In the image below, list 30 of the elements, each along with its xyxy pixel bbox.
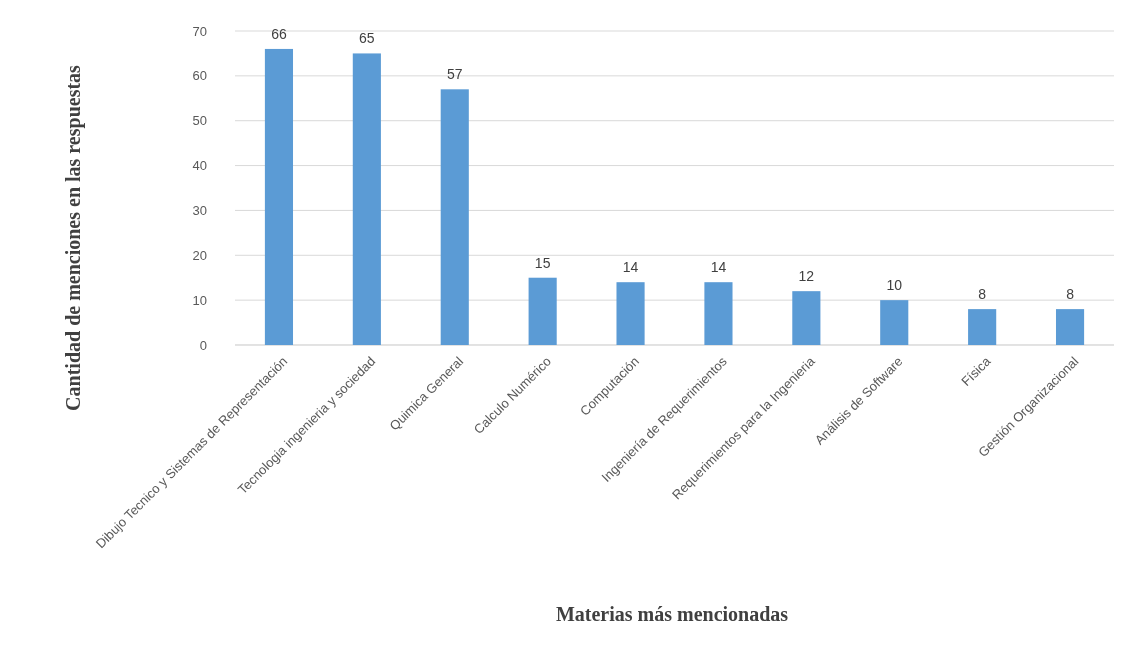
data-label: 12	[798, 268, 815, 285]
bar	[880, 300, 909, 345]
bar	[528, 277, 557, 345]
data-label: 10	[886, 277, 903, 294]
y-tick-label: 10	[192, 292, 207, 308]
bar	[704, 282, 733, 345]
data-label: 8	[1066, 286, 1075, 303]
data-label: 65	[359, 30, 375, 47]
y-tick-label: 40	[192, 158, 207, 174]
data-label: 14	[622, 259, 639, 276]
y-tick-label: 60	[192, 68, 207, 84]
bar	[1055, 309, 1085, 345]
x-axis-title: Materias más mencionadas	[555, 603, 789, 625]
data-label: 14	[710, 259, 727, 276]
data-label: 8	[978, 286, 987, 303]
y-tick-label: 30	[192, 202, 207, 218]
bar	[616, 282, 645, 345]
bar	[352, 53, 381, 345]
y-tick-label: 20	[192, 247, 207, 263]
bar	[968, 309, 997, 345]
y-tick-label: 50	[192, 113, 207, 129]
bar	[440, 89, 469, 345]
bar	[264, 48, 294, 345]
y-axis-title: Cantidad de menciones en las respuestas	[62, 64, 85, 411]
data-label: 15	[534, 254, 551, 271]
y-tick-label: 70	[192, 23, 207, 39]
y-tick-label: 0	[199, 337, 207, 353]
data-label: 57	[446, 66, 463, 83]
data-label: 66	[271, 25, 287, 42]
bar	[792, 291, 821, 345]
